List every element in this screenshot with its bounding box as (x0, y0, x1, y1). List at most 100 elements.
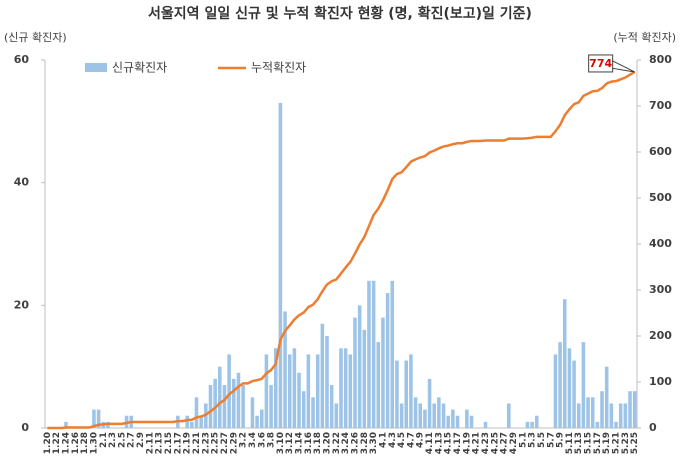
x-tick-label: 5.5 (537, 432, 547, 448)
bar (362, 329, 367, 428)
y2-tick-label: 600 (649, 145, 672, 158)
bar (609, 403, 614, 428)
bar (269, 385, 273, 428)
bar (297, 372, 301, 428)
bar (553, 354, 558, 428)
bar (278, 102, 283, 428)
x-tick-label: 4.19 (462, 432, 472, 454)
bar (376, 342, 381, 428)
bar (451, 409, 455, 428)
x-tick-label: 4.5 (397, 432, 407, 448)
x-tick-label: 1.20 (43, 432, 53, 454)
bar (432, 403, 436, 428)
bar (404, 360, 409, 428)
bar (315, 354, 320, 428)
bar (208, 385, 213, 428)
y2-axis-label: (누적 확진자) (613, 31, 676, 44)
bar (259, 409, 264, 428)
bar (353, 317, 357, 428)
x-tick-label: 5.9 (556, 432, 566, 448)
bar (185, 415, 189, 428)
bar (273, 348, 278, 428)
x-tick-label: 3.4 (248, 432, 258, 448)
bar (213, 378, 217, 428)
x-tick-label: 2.25 (211, 432, 221, 454)
x-tick-label: 1.24 (61, 432, 71, 454)
bar (250, 397, 255, 428)
x-tick-label: 5.11 (565, 432, 575, 454)
bar (236, 372, 241, 428)
annotation-box (588, 54, 614, 73)
bar (357, 305, 362, 428)
bar (567, 348, 572, 428)
x-tick-label: 2.3 (108, 432, 118, 448)
x-tick-label: 4.9 (416, 432, 426, 448)
bar (283, 311, 287, 428)
bar (418, 403, 423, 428)
bar (92, 409, 96, 428)
x-tick-label: 2.23 (201, 432, 211, 454)
chart-title: 서울지역 일일 신규 및 누적 확진자 현황 (명, 확진(보고)일 기준) (148, 5, 532, 22)
legend-label: 누적확진자 (251, 61, 306, 75)
bar (371, 280, 376, 428)
x-tick-label: 3.24 (341, 432, 351, 454)
bar (311, 397, 315, 428)
y2-tick-label: 700 (649, 99, 672, 112)
bar (301, 391, 306, 428)
bar (614, 421, 618, 428)
bar (576, 403, 581, 428)
bar (218, 366, 222, 428)
x-tick-label: 3.28 (360, 432, 370, 454)
bar (572, 360, 576, 428)
bar (535, 415, 539, 428)
bar (437, 397, 441, 428)
bar (194, 397, 199, 428)
bar (455, 415, 460, 428)
x-tick-label: 3.6 (257, 432, 267, 448)
legend-label: 신규확진자 (112, 61, 167, 75)
bar (423, 409, 427, 428)
bar (287, 354, 292, 428)
bar (604, 366, 609, 428)
y-tick-label: 60 (14, 53, 30, 66)
bar (399, 403, 404, 428)
bar (96, 409, 101, 428)
x-tick-label: 2.17 (173, 432, 183, 454)
annotation-pointer (610, 59, 635, 73)
annotation: 774 (589, 57, 612, 70)
legend-swatch (85, 63, 107, 72)
bar (618, 403, 623, 428)
x-tick-label: 3.14 (295, 432, 305, 454)
y-tick-label: 20 (14, 298, 30, 311)
bar (64, 421, 68, 428)
x-tick-label: 3.18 (313, 432, 323, 454)
bar (409, 354, 413, 428)
x-tick-label: 5.19 (602, 432, 612, 454)
x-tick-label: 4.29 (509, 432, 519, 454)
bar (199, 415, 203, 428)
x-tick-label: 3.10 (276, 432, 286, 454)
bar (395, 360, 399, 428)
x-tick-label: 5.13 (574, 432, 584, 454)
bar (632, 391, 637, 428)
x-tick-label: 3.8 (267, 432, 277, 448)
y2-tick-label: 400 (649, 237, 672, 250)
x-tick-label: 5.17 (593, 432, 603, 454)
x-tick-label: 5.1 (518, 432, 528, 448)
x-tick-label: 2.29 (229, 432, 239, 454)
bar (483, 421, 488, 428)
x-tick-label: 2.21 (192, 432, 202, 454)
x-tick-label: 5.3 (528, 432, 538, 448)
bar (385, 293, 390, 428)
bar (628, 391, 632, 428)
x-tick-label: 3.12 (285, 432, 295, 454)
bar (595, 421, 600, 428)
bar (558, 342, 562, 428)
x-tick-label: 3.22 (332, 432, 342, 454)
bar (255, 415, 259, 428)
bar (562, 299, 567, 428)
y2-tick-label: 0 (649, 421, 657, 434)
bar (264, 354, 269, 428)
x-tick-label: 3.26 (350, 432, 360, 454)
y2-tick-label: 100 (649, 375, 672, 388)
